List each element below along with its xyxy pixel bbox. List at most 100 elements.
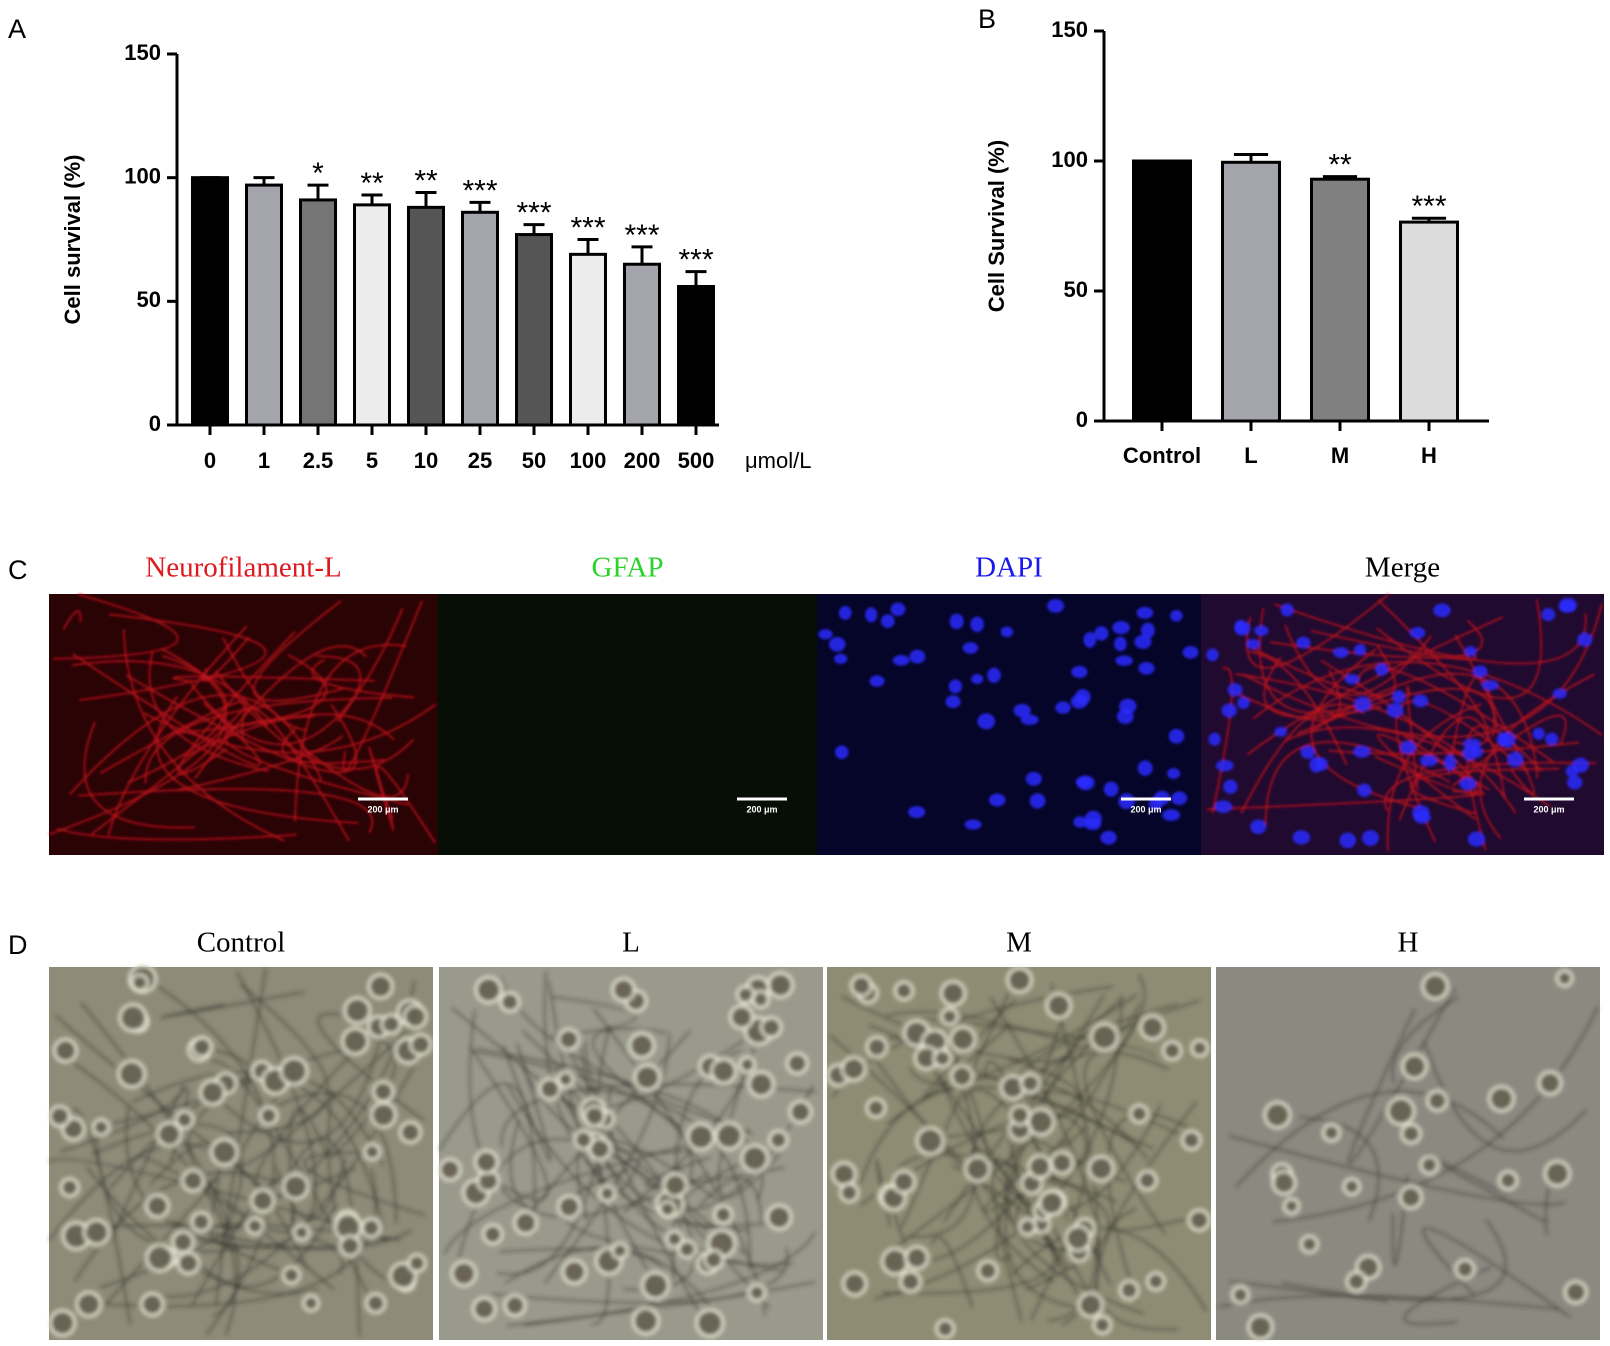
channel-title: GFAP: [592, 552, 664, 584]
nucleus: [1029, 793, 1046, 809]
y-tick-label: 100: [124, 163, 161, 188]
fiber: [859, 1086, 1136, 1185]
micrograph: [1216, 967, 1600, 1341]
cell-body: [613, 980, 634, 1000]
fiber: [125, 1106, 388, 1249]
nucleus: [1541, 608, 1556, 622]
cell-body: [843, 1058, 864, 1080]
fiber: [1083, 1051, 1169, 1235]
fiber: [316, 655, 362, 723]
nucleus: [1572, 757, 1589, 773]
fiber: [190, 607, 404, 746]
bar: [407, 205, 445, 427]
fiber: [1391, 996, 1459, 1083]
fiber: [107, 625, 248, 836]
cell-body: [768, 1206, 790, 1228]
cell-body: [712, 1060, 735, 1082]
cell-body: [193, 1038, 211, 1056]
cell-body: [738, 987, 753, 1002]
cell-body: [55, 1040, 76, 1061]
nucleus: [1375, 663, 1389, 676]
nucleus: [1250, 819, 1267, 834]
cell-body: [284, 1175, 307, 1198]
cell-body: [731, 1007, 752, 1027]
fiber: [1230, 669, 1341, 722]
cell-body: [474, 1299, 494, 1319]
cell-body: [883, 1250, 907, 1273]
nucleus: [1545, 732, 1559, 746]
nucleus: [1075, 776, 1092, 788]
nucleus: [838, 605, 852, 620]
nucleus: [1237, 697, 1250, 709]
nucleus: [1083, 632, 1097, 648]
nucleus: [1084, 818, 1102, 830]
fiber: [78, 787, 374, 834]
fiber: [311, 658, 415, 699]
image-background: [438, 594, 817, 855]
cell-body: [94, 1120, 108, 1134]
fiber: [644, 1156, 786, 1188]
cell-body: [201, 1081, 224, 1104]
cell-body: [896, 983, 912, 999]
cell-body: [706, 1251, 722, 1268]
micrograph: 200 μm: [48, 593, 438, 855]
nucleus: [892, 655, 910, 666]
cell-body: [942, 982, 964, 1004]
fiber: [48, 1143, 308, 1270]
nucleus: [1558, 601, 1577, 613]
fiber: [885, 1011, 1079, 1047]
nucleus: [1215, 760, 1234, 772]
bar: [1399, 220, 1459, 423]
fiber: [469, 1046, 549, 1201]
cell-body: [484, 1226, 501, 1243]
condition-title: H: [1398, 927, 1419, 959]
nucleus: [1412, 694, 1429, 708]
micrograph: [437, 967, 823, 1340]
fiber: [125, 674, 358, 774]
fiber: [1249, 645, 1396, 697]
fiber: [1386, 702, 1483, 852]
nucleus: [1115, 655, 1133, 666]
cell-body: [715, 1207, 731, 1222]
fiber: [221, 636, 307, 732]
bar: [1310, 177, 1370, 423]
nucleus: [1208, 732, 1221, 746]
fiber: [177, 630, 296, 776]
cell-body: [1008, 969, 1031, 991]
fiber: [523, 1232, 816, 1326]
fiber: [83, 721, 195, 829]
significance-label: ***: [1411, 190, 1446, 223]
nucleus: [818, 629, 833, 640]
cell-body: [1302, 1237, 1317, 1252]
nucleus: [1116, 708, 1134, 724]
nucleus: [1206, 648, 1219, 662]
y-axis-label: Cell survival (%): [60, 155, 85, 325]
cell-body: [193, 1213, 209, 1230]
micrograph: [826, 966, 1211, 1340]
fiber: [122, 628, 285, 842]
cell-body: [341, 1237, 359, 1255]
nucleus: [987, 667, 1001, 683]
bar: [461, 210, 499, 427]
cell-body: [177, 1112, 192, 1127]
cell-body: [1041, 1192, 1063, 1214]
nucleus: [834, 653, 848, 664]
fiber: [95, 1116, 241, 1253]
fiber: [1047, 984, 1099, 1322]
nucleus: [1094, 626, 1109, 641]
x-tick-label: 100: [570, 448, 607, 473]
cell-body: [85, 1221, 108, 1244]
cell-body: [937, 1321, 953, 1337]
nucleus: [1300, 745, 1315, 759]
cell-body: [1139, 1172, 1156, 1189]
cell-body: [636, 1066, 659, 1089]
significance-label: ***: [516, 197, 551, 230]
cell-body: [665, 1175, 686, 1196]
fiber: [273, 1092, 398, 1223]
cell-body: [743, 1146, 767, 1171]
cell-body: [183, 1171, 203, 1190]
nucleus: [1552, 688, 1567, 699]
cell-body: [1121, 1282, 1137, 1298]
cell-body: [689, 1125, 713, 1149]
fiber: [79, 613, 267, 702]
